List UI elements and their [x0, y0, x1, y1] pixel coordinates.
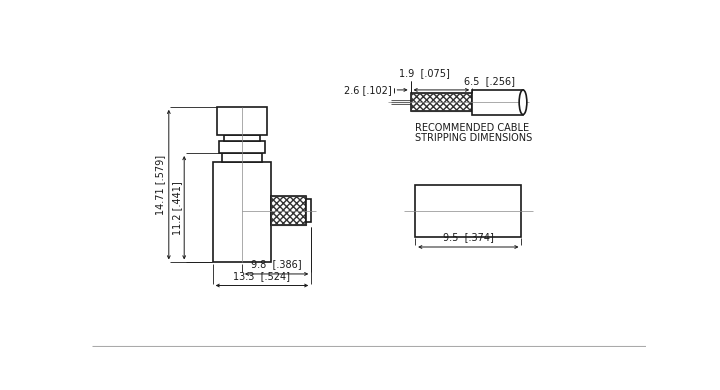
Bar [224, 135, 260, 141]
Text: 9.8  [.386]: 9.8 [.386] [251, 259, 302, 269]
Text: 9.5  [.374]: 9.5 [.374] [443, 232, 494, 242]
Text: 2.6 [.102]: 2.6 [.102] [343, 85, 392, 95]
Bar [306, 199, 311, 222]
Bar [415, 185, 521, 237]
Text: RECOMMENDED CABLE: RECOMMENDED CABLE [415, 123, 529, 133]
Bar [410, 93, 472, 112]
Text: 6.5  [.256]: 6.5 [.256] [464, 76, 515, 86]
Bar [472, 90, 523, 115]
Text: 11.2 [.441]: 11.2 [.441] [172, 181, 182, 235]
Ellipse shape [519, 90, 527, 115]
Bar [271, 196, 306, 225]
Text: 14.71 [.579]: 14.71 [.579] [155, 154, 165, 214]
Bar [271, 196, 306, 225]
Bar [212, 162, 271, 262]
Text: 13.3  [.524]: 13.3 [.524] [233, 271, 290, 281]
Bar [222, 153, 262, 162]
Bar [410, 93, 472, 112]
Text: STRIPPING DIMENSIONS: STRIPPING DIMENSIONS [415, 133, 533, 143]
Text: 1.9  [.075]: 1.9 [.075] [399, 68, 450, 78]
Bar [217, 107, 266, 135]
Bar [219, 141, 265, 153]
